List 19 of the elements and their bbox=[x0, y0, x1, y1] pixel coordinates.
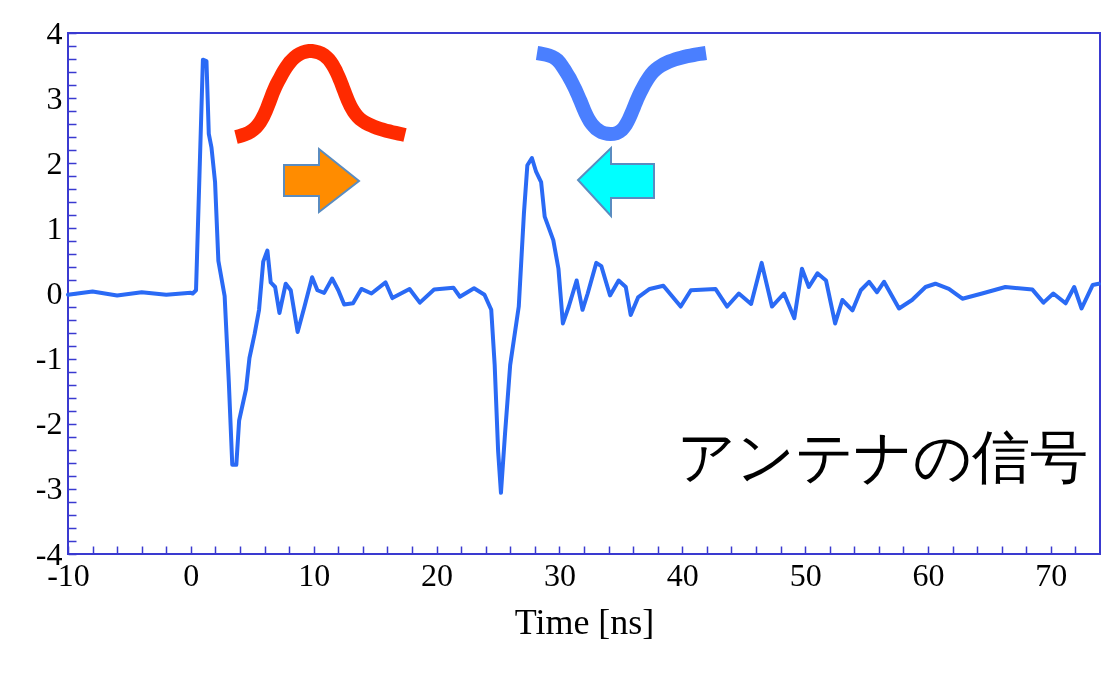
y-tick-label: 2 bbox=[46, 144, 63, 181]
x-tick-label: 70 bbox=[1035, 556, 1068, 593]
y-tick-label: -3 bbox=[35, 470, 63, 507]
x-tick-label: 0 bbox=[183, 556, 200, 593]
line-series bbox=[66, 57, 1101, 495]
x-tick-label: 50 bbox=[789, 556, 822, 593]
annotation: アンテナの信号 bbox=[677, 423, 1088, 491]
y-tick-label: 3 bbox=[46, 79, 63, 116]
x-tick-label: 20 bbox=[421, 556, 454, 593]
y-tick-label: 1 bbox=[46, 209, 63, 246]
x-tick-label: 60 bbox=[912, 556, 945, 593]
x-tick-label: 10 bbox=[298, 556, 331, 593]
y-tick-label: 4 bbox=[46, 14, 63, 51]
y-tick-label: -1 bbox=[35, 340, 63, 377]
y-tick-label: 0 bbox=[46, 275, 63, 311]
x-tick-label: 40 bbox=[666, 556, 699, 593]
y-tick-label: -2 bbox=[35, 405, 63, 442]
x-tick-label: 30 bbox=[543, 556, 576, 593]
x-axis-title: Time [ns] bbox=[514, 601, 655, 642]
